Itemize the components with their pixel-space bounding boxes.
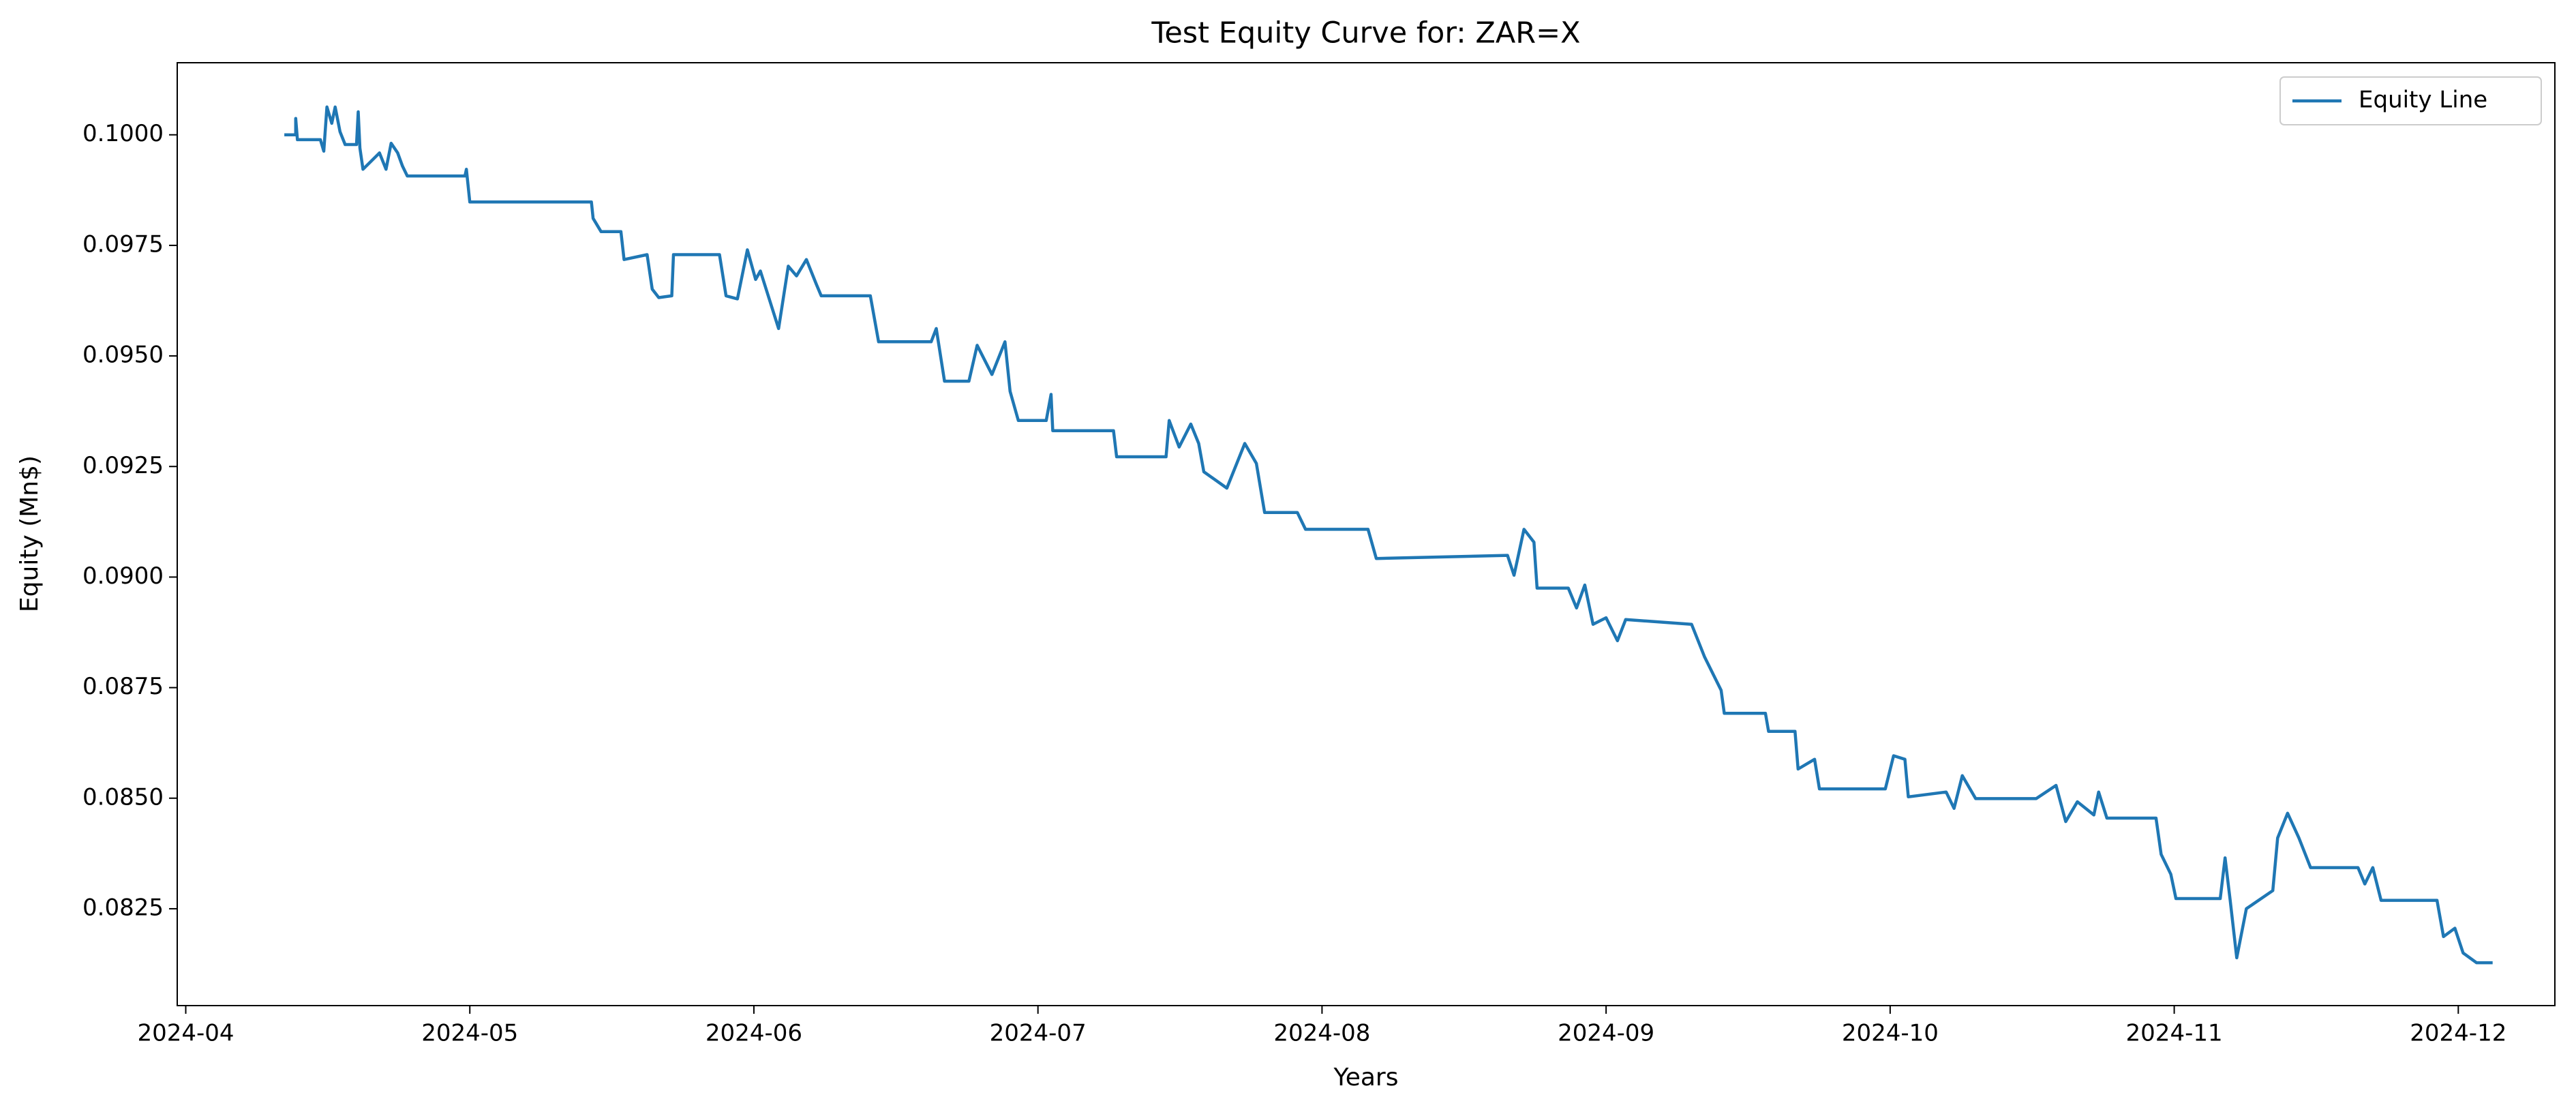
x-tick-label: 2024-06 — [706, 1020, 802, 1047]
y-tick-label: 0.0825 — [82, 894, 164, 921]
x-tick-label: 2024-08 — [1273, 1020, 1370, 1047]
x-tick-label: 2024-10 — [1842, 1020, 1939, 1047]
y-tick-label: 0.0900 — [82, 562, 164, 590]
legend-box — [2279, 76, 2542, 125]
x-tick-label: 2024-05 — [421, 1020, 518, 1047]
legend-label: Equity Line — [2359, 87, 2487, 114]
x-tick-label: 2024-09 — [1558, 1020, 1654, 1047]
chart-title: Test Equity Curve for: ZAR=X — [1151, 16, 1580, 50]
x-axis-label: Years — [1333, 1064, 1399, 1092]
y-tick-label: 0.0975 — [82, 230, 164, 258]
plot-frame — [177, 62, 2556, 1006]
y-axis-label: Equity (Mn$) — [16, 455, 44, 612]
y-tick-label: 0.0950 — [82, 342, 164, 369]
y-tick-label: 0.0850 — [82, 783, 164, 811]
x-tick-label: 2024-12 — [2410, 1020, 2506, 1047]
equity-line — [284, 105, 2493, 965]
x-tick-label: 2024-11 — [2126, 1020, 2223, 1047]
y-tick-label: 0.0875 — [82, 673, 164, 700]
y-tick-label: 0.1000 — [82, 120, 164, 147]
x-tick-label: 2024-04 — [137, 1020, 234, 1047]
y-tick-label: 0.0925 — [82, 452, 164, 479]
x-tick-label: 2024-07 — [990, 1020, 1087, 1047]
